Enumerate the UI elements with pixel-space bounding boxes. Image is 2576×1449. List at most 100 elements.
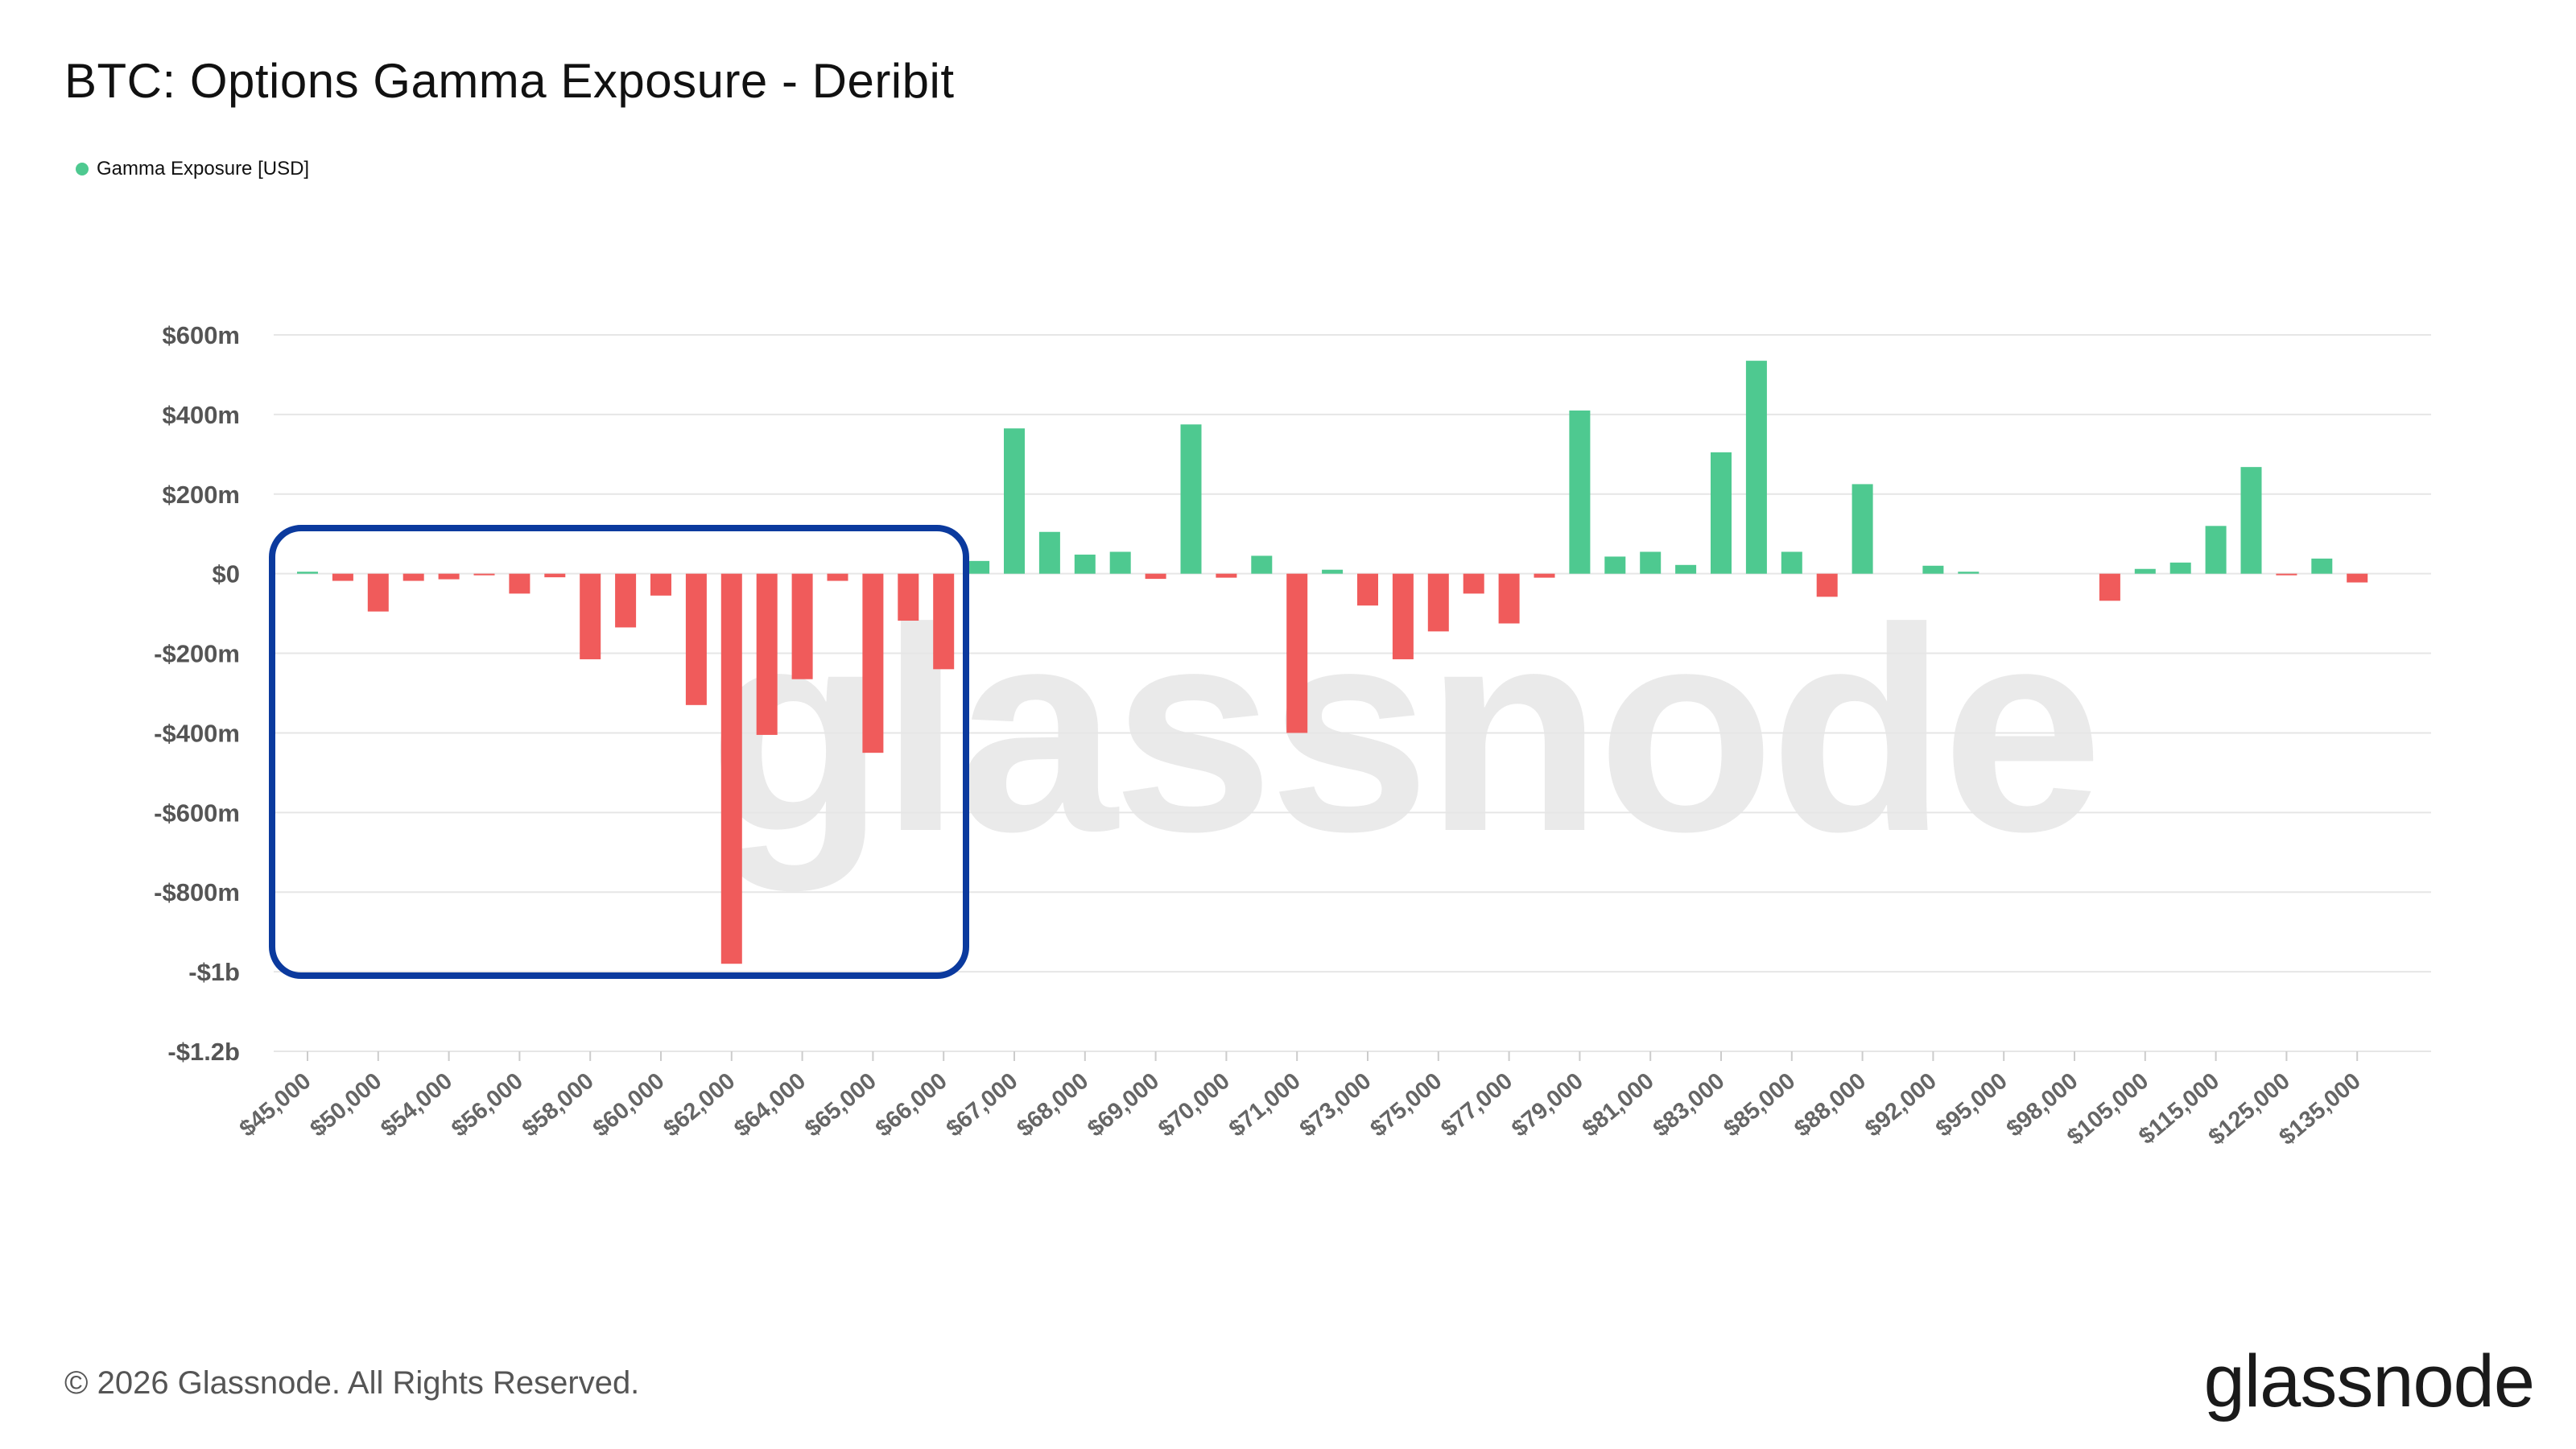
highlight-box [269,525,969,979]
bar[interactable] [1216,573,1237,578]
y-tick-label: -$400m [154,719,240,747]
bar[interactable] [332,573,353,581]
x-tick-label: $60,000 [588,1068,670,1142]
bar[interactable] [1038,531,1060,574]
bar[interactable] [1180,424,1202,574]
x-tick-label: $95,000 [1931,1068,2013,1142]
bar[interactable] [862,573,884,753]
y-tick-label: $0 [213,560,240,588]
legend[interactable]: Gamma Exposure [USD] [76,158,309,180]
bar[interactable] [544,573,566,578]
bar[interactable] [1958,572,1979,574]
x-tick-label: $77,000 [1436,1068,1517,1142]
bar[interactable] [1781,551,1802,574]
x-tick-label: $73,000 [1295,1068,1377,1142]
x-tick-label: $69,000 [1083,1068,1164,1142]
y-tick-label: -$1b [188,958,240,986]
bar[interactable] [1322,569,1344,574]
y-tick-label: -$600m [154,799,240,827]
x-tick-label: $68,000 [1012,1068,1093,1142]
y-axis-ticks: $600m $400m $200m $0 -$200m -$400m -$600m -$800… [154,321,240,1066]
bar[interactable] [580,573,601,659]
x-tick-label: $65,000 [800,1068,881,1142]
x-tick-label: $62,000 [658,1068,740,1142]
x-tick-label: $75,000 [1365,1068,1447,1142]
bar[interactable] [933,573,955,670]
y-tick-label: $200m [162,481,240,509]
bar[interactable] [1534,573,1555,578]
bar[interactable] [756,573,778,735]
bar[interactable] [1074,554,1096,574]
bar[interactable] [2134,568,2156,574]
bar[interactable] [1816,573,1838,597]
bar[interactable] [402,573,424,581]
x-tick-label: $45,000 [235,1068,316,1142]
grid-lines [274,334,2431,1052]
bar[interactable] [509,573,530,594]
bars [297,361,2368,964]
legend-label: Gamma Exposure [USD] [97,158,310,180]
bar[interactable] [968,560,990,574]
bar[interactable] [2099,573,2120,601]
x-tick-label: $88,000 [1790,1068,1871,1142]
legend-dot-icon [76,163,89,175]
bar[interactable] [2169,562,2191,574]
x-tick-label: $71,000 [1224,1068,1306,1142]
bar[interactable] [1711,452,1732,574]
bar[interactable] [1922,565,1944,574]
x-tick-label: $83,000 [1649,1068,1730,1142]
bar[interactable] [1004,428,1025,574]
bar[interactable] [438,573,460,580]
bar[interactable] [1286,573,1308,733]
x-tick-label: $70,000 [1154,1068,1235,1142]
bar[interactable] [898,573,919,621]
bar[interactable] [615,573,637,628]
x-axis-ticks: $45,000$50,000$54,000$56,000$58,000$60,0… [235,1051,2366,1150]
bar[interactable] [367,573,389,612]
bar[interactable] [791,573,813,679]
copyright-footer: © 2026 Glassnode. All Rights Reserved. [64,1365,640,1401]
x-tick-label: $66,000 [871,1068,952,1142]
bar[interactable] [297,572,318,574]
x-tick-label: $58,000 [518,1068,599,1142]
bar[interactable] [1427,573,1449,632]
bar[interactable] [1640,551,1662,574]
y-tick-label: -$200m [154,640,240,668]
bar[interactable] [1463,573,1484,594]
bar[interactable] [650,573,671,596]
x-tick-label: $56,000 [447,1068,528,1142]
x-tick-label: $85,000 [1719,1068,1800,1142]
y-tick-label: -$1.2b [167,1038,240,1066]
bar[interactable] [1392,573,1414,659]
bar[interactable] [2347,573,2368,583]
bar[interactable] [2311,558,2333,574]
x-tick-label: $54,000 [376,1068,457,1142]
bar[interactable] [1569,410,1591,574]
bar[interactable] [473,573,495,576]
bar[interactable] [2240,467,2262,574]
bar[interactable] [1145,573,1166,580]
x-tick-label: $92,000 [1860,1068,1942,1142]
x-tick-label: $79,000 [1507,1068,1588,1142]
bar[interactable] [720,573,742,964]
x-tick-label: $67,000 [942,1068,1023,1142]
bar[interactable] [685,573,707,705]
bar[interactable] [1109,551,1131,574]
bar[interactable] [827,573,848,581]
x-tick-label: $64,000 [729,1068,811,1142]
bar[interactable] [1498,573,1520,624]
y-tick-label: $400m [162,401,240,429]
bar[interactable] [1357,573,1378,606]
bar[interactable] [2276,573,2297,576]
bar[interactable] [1745,361,1767,574]
x-tick-label: $50,000 [305,1068,386,1142]
bar[interactable] [2205,526,2227,574]
bar[interactable] [1604,556,1626,574]
glassnode-logo: glassnode [2203,1340,2535,1422]
bar[interactable] [1675,564,1697,574]
y-tick-label: -$800m [154,878,240,906]
bar[interactable] [1251,555,1273,574]
bar[interactable] [1852,484,1873,574]
chart-title: BTC: Options Gamma Exposure - Deribit [64,54,955,108]
